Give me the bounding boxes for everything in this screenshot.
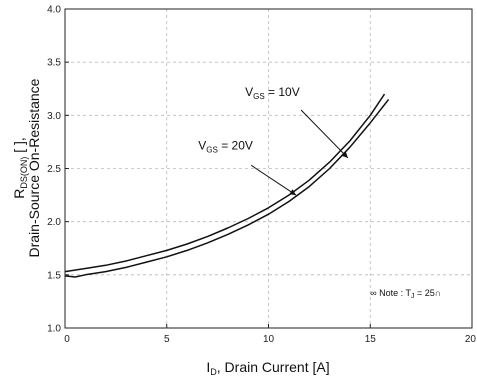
x-tick-label: 10 [263, 334, 275, 345]
y-tick-label: 4.0 [47, 5, 61, 16]
y-tick-label: 1.0 [47, 324, 61, 335]
y-axis-label-line2: Drain-Source On-Resistance [26, 78, 42, 257]
series-label-2: VGS = 20V [198, 138, 253, 154]
y-axis-label-sub: DS(ON) [19, 157, 29, 189]
series-label-1: VGS = 10V [245, 85, 300, 101]
series-line-1 [64, 93, 386, 273]
x-axis-ticks: 0 5 10 15 20 [64, 324, 476, 345]
x-axis-label-rest: , Drain Current [A] [217, 359, 330, 375]
note-main: ∞ Note : T [370, 288, 411, 298]
x-axis-label-main: I [206, 359, 210, 375]
annotation-arrow-head [341, 151, 348, 158]
x-tick-label: 0 [64, 334, 70, 345]
series-line-2 [64, 98, 390, 278]
series-group [64, 93, 390, 278]
y-axis-label-rest: [ ], [11, 137, 27, 156]
series-label-rest: = 10V [265, 85, 300, 99]
y-axis-label-line1: RDS(ON) [ ], [11, 137, 29, 199]
grid-lines [65, 9, 472, 328]
y-tick-label: 3.5 [47, 58, 61, 69]
annotation-arrow-line [300, 109, 349, 159]
y-tick-label: 1.5 [47, 270, 61, 281]
series-label-rest: = 20V [218, 138, 253, 152]
y-axis-ticks: 1.0 1.5 2.0 2.5 3.0 3.5 4.0 [47, 5, 69, 335]
series-label-sub: GS [206, 145, 218, 154]
x-tick-label: 15 [365, 334, 377, 345]
y-tick-label: 2.0 [47, 217, 61, 228]
note-rest: = 25∩ [415, 288, 442, 298]
series-label-sub: GS [253, 92, 265, 101]
x-tick-label: 5 [164, 334, 170, 345]
note-sub: J [411, 293, 415, 300]
x-axis-label-sub: D [210, 367, 217, 377]
annotation-arrow-line [250, 164, 297, 196]
series-label-main: V [198, 138, 206, 152]
y-axis-label: RDS(ON) [ ], Drain-Source On-Resistance [11, 78, 42, 257]
x-tick-label: 20 [465, 334, 477, 345]
y-axis-label-main: R [11, 189, 27, 199]
y-tick-label: 2.5 [47, 164, 61, 175]
annotation-arrow-head [289, 189, 296, 196]
y-tick-label: 3.0 [47, 111, 61, 122]
x-axis-label: ID, Drain Current [A] [206, 359, 329, 377]
series-label-main: V [245, 85, 253, 99]
note-text: ∞ Note : TJ = 25∩ [370, 288, 441, 300]
